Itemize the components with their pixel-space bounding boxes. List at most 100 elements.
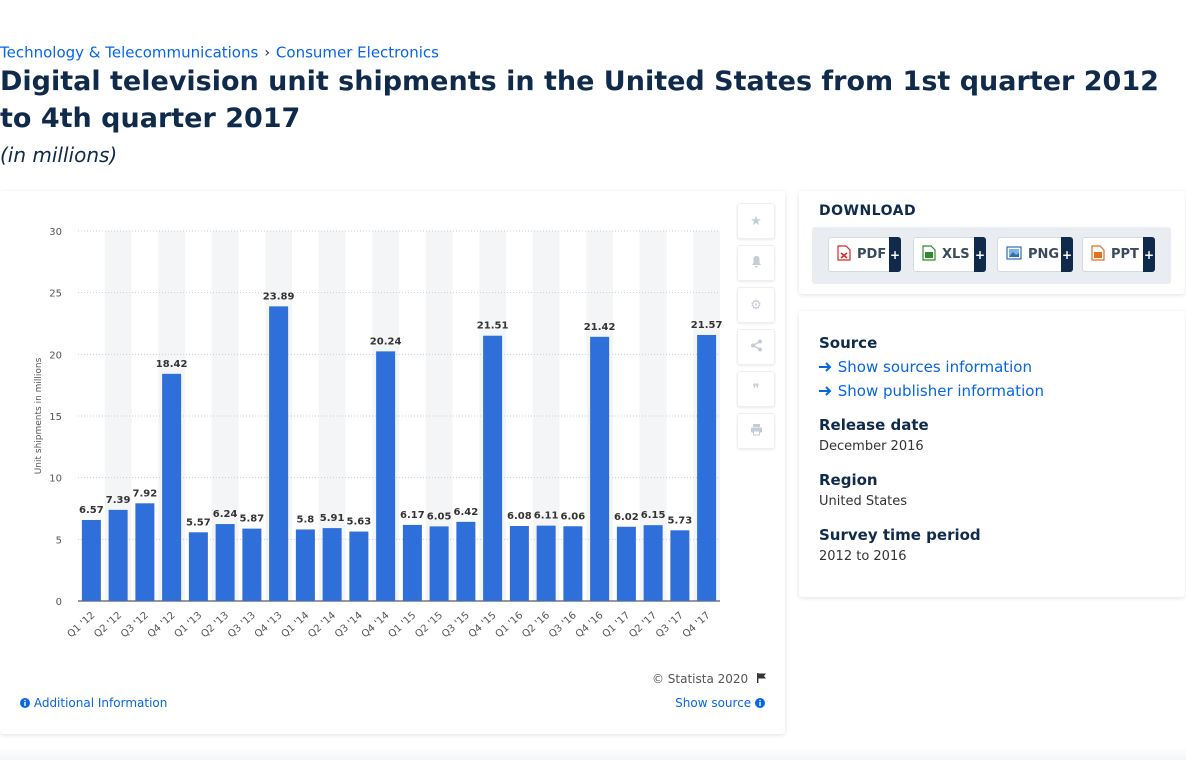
breadcrumb-separator: › [264, 44, 270, 61]
x-tick-label: Q2 '14 [306, 610, 338, 640]
x-tick-label: Q4 '17 [681, 610, 713, 640]
x-tick-label: Q3 '14 [333, 610, 365, 640]
bar [616, 526, 636, 601]
bar-value-label: 6.17 [400, 510, 425, 521]
info-circle-icon [755, 696, 765, 710]
notify-button[interactable] [737, 245, 775, 281]
cite-button[interactable]: ❞ [737, 371, 775, 407]
y-tick-label: 25 [49, 289, 62, 300]
x-tick-label: Q1 '13 [173, 610, 205, 640]
y-tick-label: 0 [56, 597, 62, 608]
flag-icon[interactable] [756, 672, 767, 686]
x-tick-label: Q1 '14 [280, 610, 312, 640]
ppt-plus[interactable]: + [1143, 237, 1155, 272]
xls-file-icon [922, 244, 936, 265]
x-tick-label: Q3 '16 [547, 610, 579, 640]
x-tick-label: Q2 '15 [413, 610, 445, 640]
png-label: PNG [1028, 247, 1060, 262]
bar [349, 531, 369, 601]
x-tick-label: Q4 '13 [253, 610, 285, 640]
bar [108, 509, 128, 601]
arrow-right-icon [819, 358, 833, 376]
survey-period-heading: Survey time period [819, 526, 981, 544]
region-heading: Region [819, 471, 878, 489]
download-card: DOWNLOAD PDF + XLS + PNG + PPT + [799, 191, 1185, 294]
x-tick-label: Q2 '12 [92, 610, 124, 640]
copyright-notice: © Statista 2020 [652, 672, 767, 686]
additional-information-link[interactable]: Additional Information [20, 696, 167, 710]
pdf-plus[interactable]: + [889, 237, 901, 272]
bar-value-label: 23.89 [263, 291, 295, 302]
print-button[interactable] [737, 413, 775, 449]
release-date-heading: Release date [819, 416, 929, 434]
bar-value-label: 20.24 [370, 336, 402, 347]
quote-icon: ❞ [752, 381, 760, 396]
show-source-link[interactable]: Show source [675, 696, 765, 710]
png-file-icon [1006, 245, 1022, 264]
info-card: Source Show sources information Show pub… [799, 311, 1185, 597]
additional-information-label: Additional Information [33, 696, 168, 710]
bar-value-label: 5.91 [320, 513, 345, 524]
settings-button[interactable]: ⚙ [737, 287, 775, 323]
bar [135, 503, 155, 601]
x-tick-label: Q3 '12 [119, 610, 151, 640]
png-plus[interactable]: + [1061, 237, 1073, 272]
x-tick-label: Q3 '13 [226, 610, 258, 640]
bar [376, 351, 396, 601]
share-icon [750, 339, 763, 355]
download-pdf-button[interactable]: PDF + [828, 237, 901, 272]
show-sources-link[interactable]: Show sources information [819, 358, 1032, 376]
bar [670, 530, 690, 601]
ppt-file-icon [1091, 244, 1105, 265]
pdf-file-icon [837, 244, 851, 265]
bar [242, 528, 262, 601]
download-png-button[interactable]: PNG + [997, 237, 1073, 272]
gear-icon: ⚙ [750, 297, 762, 312]
download-ppt-button[interactable]: PPT + [1082, 237, 1155, 272]
y-tick-label: 10 [49, 474, 62, 485]
bar-value-label: 6.15 [641, 510, 666, 521]
share-button[interactable] [737, 329, 775, 365]
x-tick-label: Q1 '16 [494, 610, 526, 640]
bar-value-label: 6.42 [454, 507, 479, 518]
show-publisher-label: Show publisher information [837, 382, 1044, 400]
bar [322, 528, 342, 601]
ppt-label: PPT [1111, 247, 1139, 262]
show-sources-label: Show sources information [837, 358, 1032, 376]
bar-value-label: 6.11 [534, 511, 559, 522]
bar-value-label: 5.8 [297, 514, 315, 525]
breadcrumb-link-technology[interactable]: Technology & Telecommunications [0, 43, 259, 62]
y-tick-label: 30 [49, 227, 62, 238]
bar [295, 529, 315, 601]
print-icon [750, 423, 763, 439]
bar [483, 335, 503, 601]
arrow-right-icon [819, 382, 833, 400]
bar-value-label: 5.63 [347, 517, 372, 528]
bar [509, 526, 529, 601]
bar [402, 524, 422, 601]
x-tick-label: Q2 '13 [199, 610, 231, 640]
survey-period-value: 2012 to 2016 [819, 549, 907, 564]
bar-value-label: 7.39 [106, 495, 131, 506]
bar [643, 525, 663, 601]
x-tick-label: Q2 '17 [627, 610, 659, 640]
bar-value-label: 6.08 [507, 511, 532, 522]
y-axis-title: Unit shipments in millions [34, 357, 44, 474]
breadcrumb: Technology & Telecommunications › Consumer… [0, 43, 439, 62]
bar-value-label: 5.57 [186, 517, 211, 528]
bar-value-label: 5.73 [668, 515, 693, 526]
pdf-label: PDF [857, 247, 887, 262]
bar-value-label: 6.06 [561, 511, 586, 522]
bar [429, 526, 449, 601]
bar-value-label: 6.05 [427, 511, 452, 522]
x-tick-label: Q4 '16 [574, 610, 606, 640]
bar-value-label: 21.42 [584, 322, 616, 333]
download-xls-button[interactable]: XLS + [913, 237, 986, 272]
y-tick-label: 15 [49, 412, 62, 423]
xls-plus[interactable]: + [974, 237, 986, 272]
show-publisher-link[interactable]: Show publisher information [819, 382, 1044, 400]
breadcrumb-link-consumer-electronics[interactable]: Consumer Electronics [275, 43, 439, 62]
x-tick-label: Q3 '17 [654, 610, 686, 640]
bar [536, 525, 556, 601]
favorite-button[interactable]: ★ [737, 203, 775, 239]
